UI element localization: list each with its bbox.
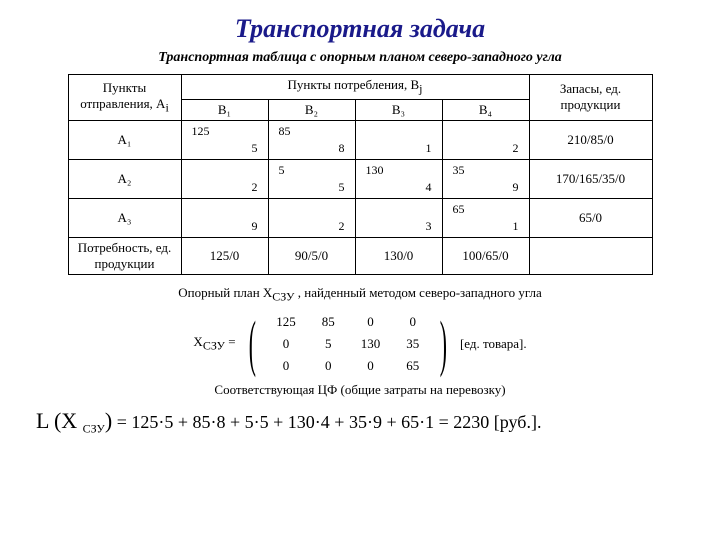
alloc: 130	[366, 163, 384, 178]
alloc: 5	[279, 163, 285, 178]
left-bracket-icon: (	[248, 315, 255, 373]
cost-cell: 65 1	[449, 201, 523, 235]
row-origin: A₁	[68, 120, 181, 159]
cost: 2	[252, 180, 258, 195]
matrix-label-x: X	[193, 334, 202, 349]
header-cons-sub: j	[419, 82, 422, 96]
stock-cell: 170/165/35/0	[529, 159, 652, 198]
matrix-body: 1258500 0513035 00065	[262, 310, 433, 378]
col-b2: B₂	[268, 99, 355, 120]
cost: 3	[426, 219, 432, 234]
cost: 9	[252, 219, 258, 234]
table-caption: Транспортная таблица с опорным планом се…	[30, 50, 690, 66]
header-stock: Запасы, ед. продукции	[529, 75, 652, 121]
cost-cell: 125 5	[188, 123, 262, 157]
alloc: 85	[279, 124, 291, 139]
col-b4: B₄	[442, 99, 529, 120]
matrix-unit: [ед. товара].	[460, 336, 527, 352]
header-cons-text: Пункты потребления, B	[287, 77, 419, 92]
cost-cell: 3	[362, 201, 436, 235]
row-origin: A₃	[68, 198, 181, 237]
plan-caption-rest: , найденный методом северо-западного угл…	[295, 285, 542, 300]
formula-close: )	[105, 408, 112, 433]
formula-result: 2230	[453, 412, 489, 432]
cost: 2	[339, 219, 345, 234]
demand-row: Потребность, ед. продукции 125/0 90/5/0 …	[68, 237, 652, 274]
col-b1: B₁	[181, 99, 268, 120]
plan-caption-sub: СЗУ	[272, 289, 294, 303]
formula-sub: СЗУ	[83, 422, 105, 436]
cost: 1	[513, 219, 519, 234]
table-row: A₁ 125 5 85 8 1 2 210/85/0	[68, 120, 652, 159]
cost: 9	[513, 180, 519, 195]
header-consumption: Пункты потребления, Bj	[181, 75, 529, 100]
formula-unit: [руб.].	[494, 412, 542, 432]
cost-cell: 55	[275, 162, 349, 196]
demand-cell: 130/0	[355, 237, 442, 274]
formula-open: (X	[54, 408, 83, 433]
cost-formula: L (X СЗУ) = 125·5 + 85·8 + 5·5 + 130·4 +…	[36, 408, 690, 437]
cost-cell: 2	[188, 162, 262, 196]
header-origin: Пункты отправления, Ai	[68, 75, 181, 121]
cost: 8	[339, 141, 345, 156]
cost-cell: 130 4	[362, 162, 436, 196]
demand-cell: 90/5/0	[268, 237, 355, 274]
cost: 4	[426, 180, 432, 195]
plan-caption-text: Опорный план X	[178, 285, 272, 300]
transport-table: Пункты отправления, Ai Пункты потреблени…	[68, 74, 653, 275]
stock-cell: 210/85/0	[529, 120, 652, 159]
matrix-label: XСЗУ =	[193, 334, 235, 354]
formula-eq1: =	[117, 412, 127, 432]
demand-cell: 100/65/0	[442, 237, 529, 274]
cost-cell: 9	[188, 201, 262, 235]
col-b3: B₃	[355, 99, 442, 120]
stock-cell: 65/0	[529, 198, 652, 237]
matrix-label-sub: СЗУ	[203, 339, 225, 353]
cost-cell: 2	[449, 123, 523, 157]
header-origin-text: Пункты отправления, A	[80, 80, 165, 111]
plan-caption: Опорный план XСЗУ , найденный методом се…	[30, 285, 690, 305]
demand-label: Потребность, ед. продукции	[68, 237, 181, 274]
formula-expr: 125·5 + 85·8 + 5·5 + 130·4 + 35·9 + 65·1	[131, 412, 434, 432]
cost-cell: 85 8	[275, 123, 349, 157]
row-origin: A₂	[68, 159, 181, 198]
cf-caption: Соответствующая ЦФ (общие затраты на пер…	[30, 382, 690, 398]
cost: 5	[339, 180, 345, 195]
cost-cell: 35 9	[449, 162, 523, 196]
header-origin-sub: i	[165, 100, 168, 114]
right-bracket-icon: )	[440, 315, 447, 373]
cost: 5	[252, 141, 258, 156]
cost: 2	[513, 141, 519, 156]
cost-cell: 1	[362, 123, 436, 157]
demand-cell: 125/0	[181, 237, 268, 274]
cost: 1	[426, 141, 432, 156]
alloc: 125	[192, 124, 210, 139]
alloc: 35	[453, 163, 465, 178]
table-row: A₃ 9 2 3 65 1 65/0	[68, 198, 652, 237]
alloc: 65	[453, 202, 465, 217]
cost-cell: 2	[275, 201, 349, 235]
formula-eq2: =	[439, 412, 449, 432]
page-title: Транспортная задача	[30, 14, 690, 44]
formula-L: L	[36, 408, 49, 433]
plan-matrix: XСЗУ = ( 1258500 0513035 00065 ) [ед. то…	[30, 310, 690, 378]
table-row: A₂ 2 55 1304 359 170/165/35/0	[68, 159, 652, 198]
matrix-eq: =	[225, 334, 236, 349]
